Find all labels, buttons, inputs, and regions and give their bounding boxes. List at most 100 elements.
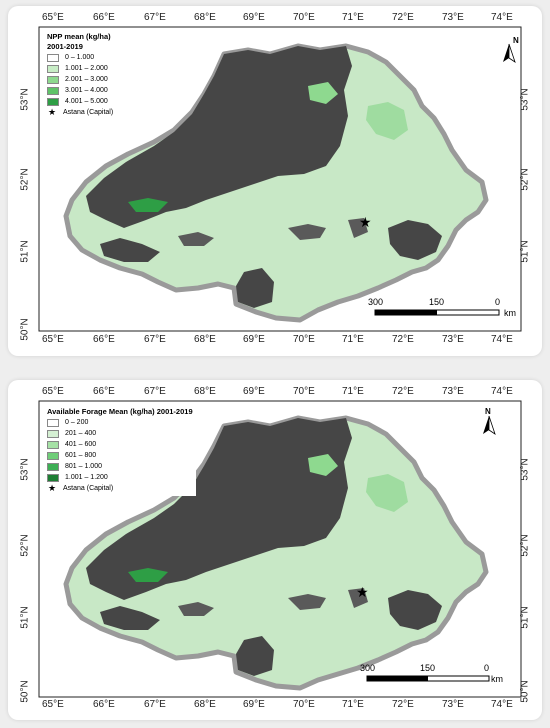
- lon-tick: 69°E: [243, 386, 265, 397]
- legend-title: Available Forage Mean (kg/ha) 2001-2019: [47, 407, 193, 416]
- lat-tick: 50°N: [19, 680, 31, 703]
- lat-tick: 52°N: [19, 168, 31, 191]
- lon-tick: 67°E: [144, 12, 166, 23]
- legend-item: 401 – 600: [47, 439, 193, 450]
- lon-tick: 71°E: [342, 12, 364, 23]
- lon-tick: 74°E: [491, 12, 513, 23]
- lat-tick: 51°N: [19, 240, 31, 263]
- lon-tick: 74°E: [491, 334, 513, 345]
- star-icon: ★: [47, 483, 57, 493]
- legend-item: 4.001 – 5.000: [47, 96, 113, 107]
- legend-capital: ★ Astana (Capital): [47, 483, 193, 494]
- legend-item: 3.001 – 4.000: [47, 85, 113, 96]
- forage-map: ★: [38, 400, 522, 698]
- lon-tick: 71°E: [342, 334, 364, 345]
- lat-tick: 53°N: [519, 88, 531, 111]
- forage-legend: Available Forage Mean (kg/ha) 2001-2019 …: [44, 405, 196, 496]
- legend-item-label: 3.001 – 4.000: [65, 87, 108, 94]
- lat-tick: 52°N: [19, 534, 31, 557]
- capital-marker: ★: [359, 215, 372, 231]
- legend-capital-label: Astana (Capital): [63, 485, 114, 492]
- lon-tick: 69°E: [243, 334, 265, 345]
- lat-tick: 50°N: [19, 318, 31, 341]
- legend-item-label: 0 – 200: [65, 419, 89, 426]
- lat-tick: 53°N: [519, 458, 531, 481]
- legend-item-label: 2.001 – 3.000: [65, 76, 108, 83]
- lon-tick: 72°E: [392, 334, 414, 345]
- lon-tick: 72°E: [392, 12, 414, 23]
- lat-tick: 52°N: [519, 534, 531, 557]
- lon-tick: 74°E: [491, 386, 513, 397]
- lon-tick: 69°E: [243, 12, 265, 23]
- north-arrow-icon: [503, 43, 516, 63]
- lon-tick: 65°E: [42, 699, 64, 710]
- legend-item: 1.001 – 1.200: [47, 472, 193, 483]
- lon-tick: 72°E: [392, 386, 414, 397]
- legend-item-label: 201 – 400: [65, 430, 97, 437]
- legend-item-label: 801 – 1.000: [65, 463, 102, 470]
- lat-tick: 50°N: [519, 680, 531, 703]
- scale-label: 300: [368, 297, 384, 307]
- lon-tick: 65°E: [42, 12, 64, 23]
- legend-item: 201 – 400: [47, 428, 193, 439]
- lon-tick: 68°E: [194, 12, 216, 23]
- north-label: N: [485, 407, 491, 416]
- lon-tick: 73°E: [442, 386, 464, 397]
- north-arrow-icon: [483, 415, 496, 435]
- lon-tick: 70°E: [293, 699, 315, 710]
- lon-tick: 70°E: [293, 12, 315, 23]
- lon-tick: 73°E: [442, 699, 464, 710]
- scale-label: 150: [420, 663, 436, 673]
- legend-title: NPP mean (kg/ha): [47, 32, 111, 41]
- lon-tick: 71°E: [342, 386, 364, 397]
- lon-tick: 66°E: [93, 386, 115, 397]
- legend-item: 2.001 – 3.000: [47, 74, 113, 85]
- legend-item-label: 401 – 600: [65, 441, 97, 448]
- legend-item-label: 1.001 – 2.000: [65, 65, 108, 72]
- capital-marker: ★: [356, 585, 369, 601]
- star-icon: ★: [47, 107, 57, 117]
- legend-item: 0 – 1.000: [47, 52, 113, 63]
- legend-item: 801 – 1.000: [47, 461, 193, 472]
- lat-tick: 53°N: [19, 88, 31, 111]
- scale-label: 150: [429, 297, 445, 307]
- lat-tick: 51°N: [519, 240, 531, 263]
- legend-item: 0 – 200: [47, 417, 193, 428]
- npp-legend: NPP mean (kg/ha) 2001-2019 0 – 1.000 1.0…: [44, 30, 117, 120]
- scale-unit: km: [504, 308, 516, 318]
- npp-map: ★: [38, 26, 522, 332]
- lat-tick: 53°N: [19, 458, 31, 481]
- lon-tick: 67°E: [144, 334, 166, 345]
- lon-tick: 69°E: [243, 699, 265, 710]
- lon-tick: 68°E: [194, 386, 216, 397]
- lat-tick: 51°N: [519, 606, 531, 629]
- legend-item-label: 4.001 – 5.000: [65, 98, 108, 105]
- lon-tick: 70°E: [293, 386, 315, 397]
- lon-tick: 66°E: [93, 12, 115, 23]
- lon-tick: 65°E: [42, 334, 64, 345]
- scale-bar: [366, 675, 490, 682]
- lon-tick: 65°E: [42, 386, 64, 397]
- forage-map-panel: ★ Available Forage Mean (kg/ha) 2001-201…: [8, 380, 542, 720]
- legend-item: 1.001 – 2.000: [47, 63, 113, 74]
- legend-item: 601 – 800: [47, 450, 193, 461]
- legend-item-label: 0 – 1.000: [65, 54, 95, 61]
- lon-tick: 67°E: [144, 699, 166, 710]
- npp-map-panel: ★ NPP mean (kg/ha) 2001-2019 0 – 1.000 1…: [8, 6, 542, 356]
- lon-tick: 66°E: [93, 334, 115, 345]
- region-shape: [63, 415, 489, 691]
- legend-capital-label: Astana (Capital): [63, 109, 114, 116]
- scale-label: 0: [484, 663, 490, 673]
- scale-bar: [374, 309, 500, 316]
- scale-unit: km: [491, 674, 503, 684]
- legend-capital: ★ Astana (Capital): [47, 107, 113, 118]
- north-label: N: [513, 36, 519, 45]
- lon-tick: 68°E: [194, 334, 216, 345]
- lat-tick: 52°N: [519, 168, 531, 191]
- legend-item-label: 1.001 – 1.200: [65, 474, 108, 481]
- lon-tick: 68°E: [194, 699, 216, 710]
- legend-subtitle: 2001-2019: [47, 42, 83, 51]
- lon-tick: 66°E: [93, 699, 115, 710]
- lon-tick: 74°E: [491, 699, 513, 710]
- lat-tick: 51°N: [19, 606, 31, 629]
